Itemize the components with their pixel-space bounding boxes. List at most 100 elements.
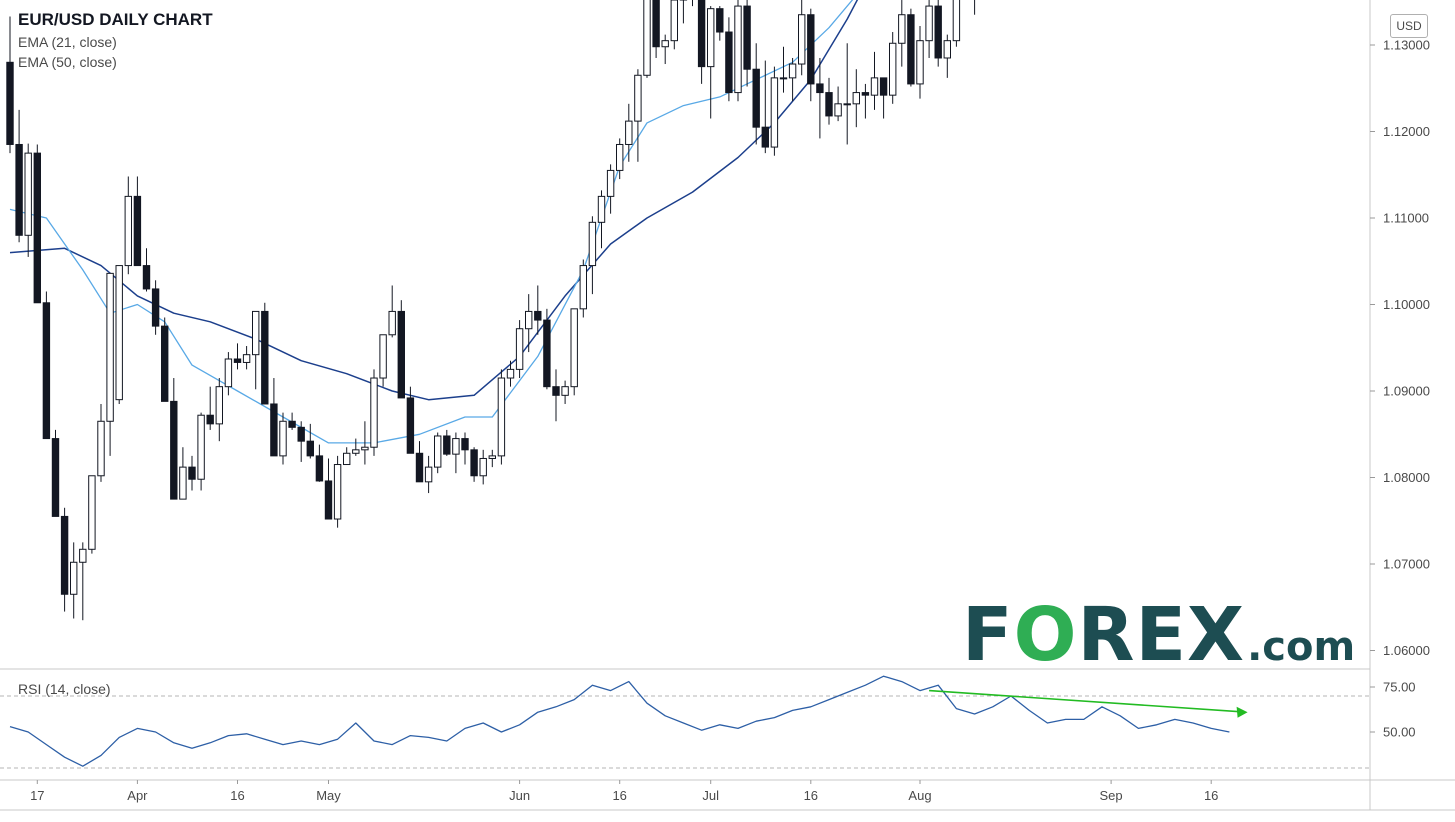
candle-body[interactable] [298, 427, 304, 441]
candle-body[interactable] [7, 62, 13, 144]
candle-body[interactable] [771, 78, 777, 147]
candle-body[interactable] [717, 9, 723, 32]
candle-body[interactable] [34, 153, 40, 303]
candle-body[interactable] [607, 170, 613, 196]
candle-body[interactable] [662, 41, 668, 47]
candle-body[interactable] [453, 439, 459, 455]
candle-body[interactable] [207, 415, 213, 424]
candle-body[interactable] [871, 78, 877, 95]
candle-body[interactable] [808, 15, 814, 84]
candle-body[interactable] [844, 104, 850, 105]
candle-body[interactable] [289, 421, 295, 427]
candle-body[interactable] [444, 436, 450, 454]
candle-body[interactable] [908, 15, 914, 84]
candle-body[interactable] [380, 335, 386, 378]
candle-body[interactable] [644, 0, 650, 75]
candle-body[interactable] [935, 6, 941, 58]
candle-body[interactable] [116, 266, 122, 400]
candle-body[interactable] [416, 453, 422, 482]
candle-body[interactable] [435, 436, 441, 467]
candle-body[interactable] [89, 476, 95, 550]
candle-body[interactable] [61, 516, 67, 594]
candle-body[interactable] [626, 121, 632, 144]
candle-body[interactable] [362, 447, 368, 450]
candle-body[interactable] [817, 84, 823, 93]
candle-body[interactable] [325, 481, 331, 519]
candle-body[interactable] [225, 359, 231, 387]
candle-body[interactable] [516, 329, 522, 370]
candle-body[interactable] [744, 6, 750, 69]
candle-body[interactable] [799, 15, 805, 64]
candle-body[interactable] [507, 369, 513, 378]
candle-body[interactable] [243, 355, 249, 363]
candle-body[interactable] [944, 41, 950, 58]
candle-body[interactable] [43, 303, 49, 439]
candle-body[interactable] [152, 289, 158, 326]
candle-body[interactable] [890, 43, 896, 95]
candle-body[interactable] [762, 127, 768, 147]
candle-body[interactable] [398, 311, 404, 398]
candle-body[interactable] [671, 0, 677, 41]
candle-body[interactable] [471, 450, 477, 476]
candle-body[interactable] [171, 401, 177, 499]
candle-body[interactable] [726, 32, 732, 93]
candle-body[interactable] [80, 549, 86, 562]
candle-body[interactable] [480, 458, 486, 475]
candle-body[interactable] [544, 320, 550, 387]
candle-body[interactable] [344, 453, 350, 464]
candle-body[interactable] [835, 104, 841, 116]
candle-body[interactable] [407, 398, 413, 453]
candle-body[interactable] [553, 387, 559, 396]
candle-body[interactable] [635, 75, 641, 121]
candle-body[interactable] [735, 6, 741, 93]
candle-body[interactable] [316, 456, 322, 481]
candle-body[interactable] [216, 387, 222, 424]
candle-body[interactable] [262, 311, 268, 404]
candle-body[interactable] [708, 9, 714, 67]
candle-body[interactable] [926, 6, 932, 41]
candle-body[interactable] [899, 15, 905, 44]
candle-body[interactable] [880, 78, 886, 95]
candle-body[interactable] [371, 378, 377, 447]
candle-body[interactable] [571, 309, 577, 387]
candle-body[interactable] [143, 266, 149, 289]
candle-body[interactable] [462, 439, 468, 450]
candle-body[interactable] [189, 467, 195, 479]
candle-body[interactable] [389, 311, 395, 334]
candle-body[interactable] [162, 326, 168, 401]
candle-body[interactable] [198, 415, 204, 479]
candle-body[interactable] [425, 467, 431, 482]
candle-body[interactable] [526, 311, 532, 328]
ema21-label[interactable]: EMA (21, close) [18, 34, 213, 50]
candle-body[interactable] [498, 378, 504, 456]
candle-body[interactable] [98, 421, 104, 475]
ema50-label[interactable]: EMA (50, close) [18, 54, 213, 70]
candle-body[interactable] [580, 266, 586, 309]
candle-body[interactable] [780, 78, 786, 79]
candle-body[interactable] [107, 273, 113, 421]
candle-body[interactable] [52, 439, 58, 517]
candle-body[interactable] [180, 467, 186, 499]
rsi-line[interactable] [10, 676, 1229, 766]
rsi-label[interactable]: RSI (14, close) [18, 681, 111, 697]
candle-body[interactable] [917, 41, 923, 84]
candle-body[interactable] [280, 421, 286, 456]
candle-body[interactable] [16, 144, 22, 235]
candle-body[interactable] [953, 0, 959, 41]
candle-body[interactable] [271, 404, 277, 456]
candle-body[interactable] [789, 64, 795, 78]
candle-body[interactable] [653, 0, 659, 47]
candle-body[interactable] [489, 456, 495, 459]
candle-body[interactable] [862, 93, 868, 96]
candle-body[interactable] [307, 441, 313, 456]
candle-body[interactable] [535, 311, 541, 320]
candle-body[interactable] [125, 196, 131, 265]
candle-body[interactable] [25, 153, 31, 235]
candle-body[interactable] [253, 311, 259, 354]
candle-body[interactable] [826, 93, 832, 116]
candle-body[interactable] [698, 0, 704, 67]
candle-body[interactable] [598, 196, 604, 222]
candle-body[interactable] [353, 450, 359, 453]
candle-body[interactable] [753, 69, 759, 127]
